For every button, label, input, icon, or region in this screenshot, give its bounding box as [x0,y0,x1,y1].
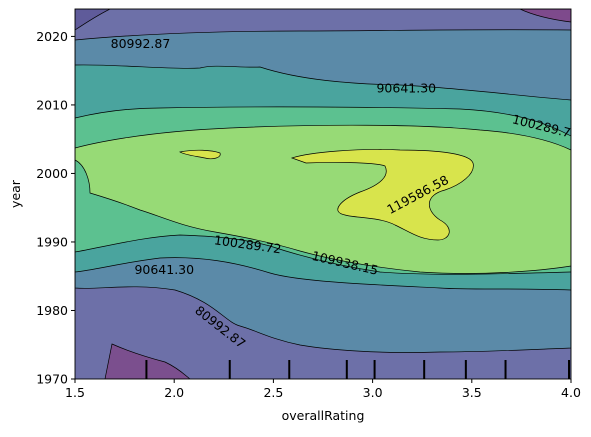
y-tick-label: 1980 [36,303,68,318]
contour-low-bottom-left [104,343,191,379]
y-tick-label: 1970 [36,372,68,387]
plot-frame [74,8,572,380]
contour-level-label: 80992.87 [111,36,171,51]
x-tick-label: 4.0 [561,385,581,400]
x-tick-label: 2.0 [164,385,184,400]
x-tick-label: 3.0 [363,385,383,400]
contour-low-top-right [519,9,571,23]
y-tick-label: 2000 [36,166,68,181]
x-axis: 1.5 2.0 2.5 3.0 3.5 4.0 [65,379,581,400]
y-axis-label: year [8,179,23,208]
x-tick-label: 3.5 [462,385,482,400]
y-tick-label: 2010 [36,97,68,112]
rug-ticks [145,360,571,379]
x-tick-label: 2.5 [263,385,283,400]
y-axis: 1970 1980 1990 2000 2010 2020 [36,29,75,387]
x-axis-label: overallRating [282,408,365,423]
x-tick-label: 1.5 [65,385,85,400]
y-tick-label: 2020 [36,29,68,44]
contour-level-label: 90641.30 [134,262,194,277]
contour-fill-layer [75,9,571,379]
y-tick-label: 1990 [36,234,68,249]
contour-level-label: 90641.30 [376,81,436,96]
contour-island-right [290,149,474,241]
contour-island-left [179,149,221,160]
